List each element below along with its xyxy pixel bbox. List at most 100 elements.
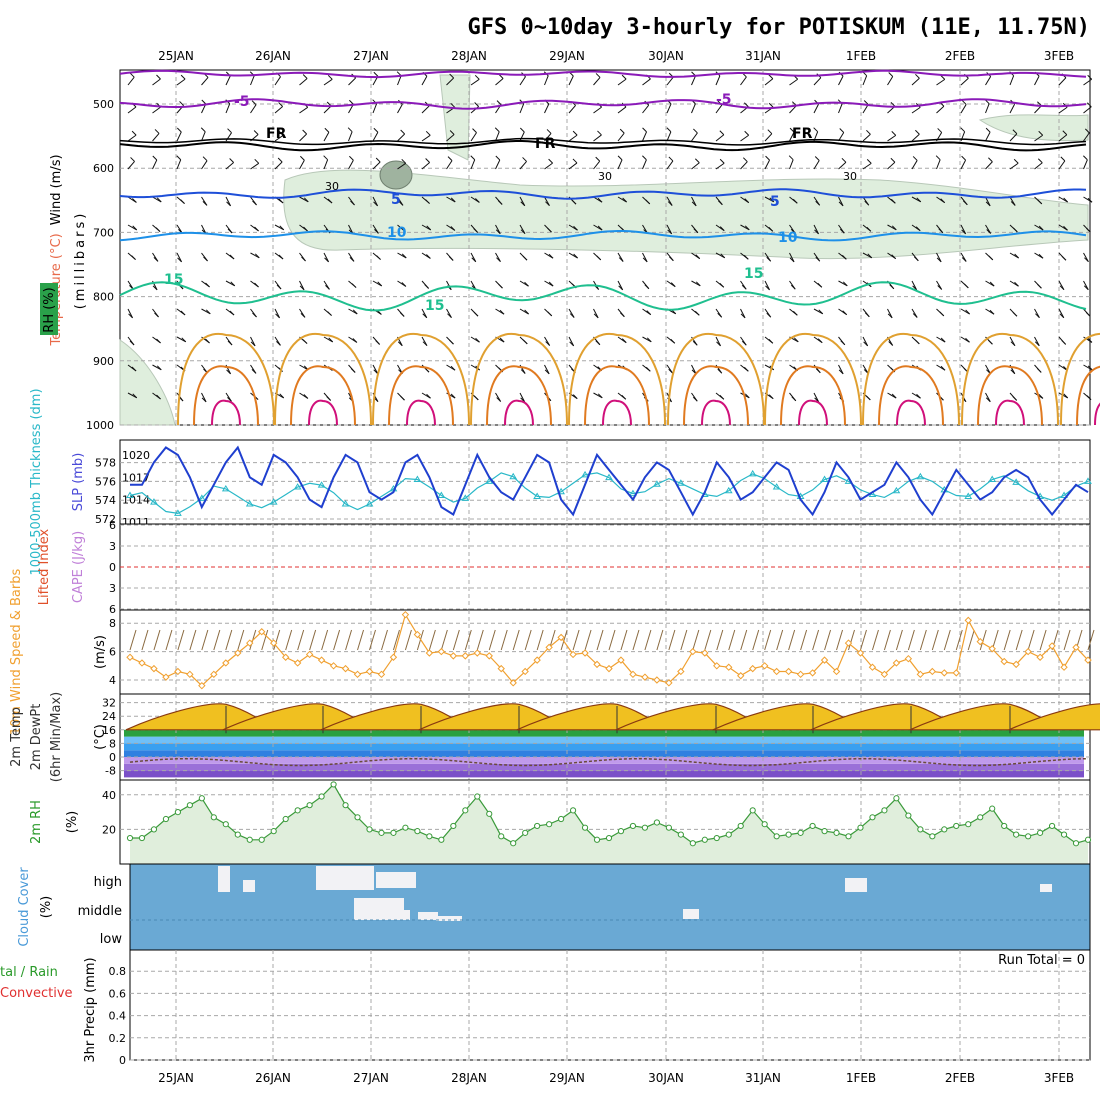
wind-barb [397,162,407,170]
y-tick-label: -8 [105,765,116,778]
wind-barb-flag [303,226,308,232]
wind-barb [813,160,820,170]
wind-barb-flag [888,341,894,346]
wind-barb [666,76,674,86]
wind-barb-flag [838,201,844,207]
wind-barb-flag [1085,312,1091,317]
rh2m-point [689,840,696,847]
wind-barb [225,103,231,114]
wind10m-point [138,659,146,667]
wind10m-point [796,670,805,679]
wind10m-point [653,676,661,684]
wind-barb-flag [154,129,160,134]
wind-barb-flag [1037,158,1043,164]
wind10m-point [1036,653,1044,661]
wind-barb-flag [202,156,208,162]
wind10m-point [162,673,170,681]
rh2m-point [725,831,732,838]
surface-barb [680,629,688,651]
wind10m-point [713,662,721,670]
upper-air-panel: -5 -5 FR FR FR 5 5 10 10 15 15 15 30 30 … [86,69,1100,432]
wind-barb [544,75,549,86]
wind-barb-flag [474,74,480,80]
surface-barb [321,629,329,651]
surface-barb [883,629,891,651]
wind-barb-flag [252,200,257,206]
rh2m-point [605,834,613,842]
wind-barb [568,134,578,142]
surface-barb [824,629,832,651]
rh2m-point [1060,831,1068,838]
wind-barb [887,76,894,86]
rh2m-point [581,824,589,831]
wind-barb-flag [376,255,381,260]
wind10m-point [1000,657,1008,666]
cloud-level-high: high [94,875,122,890]
wind-barb-flag [400,227,406,232]
wind-barb [568,162,578,170]
wind-barb-flag [278,254,284,260]
wind10m-point [1012,660,1020,669]
wind-barb-flag [179,101,184,106]
wind-barb [1009,133,1018,142]
wind-barb [201,77,209,86]
wind-barb [936,159,941,170]
wind-barb-flag [692,396,698,402]
wind-barb-flag [939,311,945,317]
y-tick-label: 40 [102,789,116,802]
wind10m-point [281,653,290,661]
wind-barb [421,76,428,86]
surface-barb [476,629,484,651]
wind-barb-flag [788,155,794,161]
wind-barb-flag [694,158,700,164]
surface-barb [967,629,975,651]
isotherm [119,98,1087,110]
wind-barb [250,162,260,170]
dew2m-label: 2m DewPt [29,704,44,771]
wind-barb [593,134,602,142]
wind-barb-flag [373,127,379,133]
rh2m-point [1084,836,1092,843]
thickness-point [341,499,350,507]
wind10m-point [174,667,182,676]
wind-barb-flag [814,156,820,161]
wind-barb-flag [1013,158,1019,164]
wind-barb [691,364,697,375]
wind-barb-flag [768,226,774,232]
wind-barb-flag [646,310,652,316]
wind-barb-flag [375,157,381,163]
wind-barb [323,252,330,263]
wind10m-point [377,670,386,679]
surface-barb [560,629,568,651]
wind-barb-flag [791,396,797,402]
wind-barb [813,77,822,86]
wind-barb-flag [426,254,431,259]
wind-barb-flag [131,366,137,372]
isotherm-label-5-b: 5 [770,194,780,210]
thickness-point [150,498,158,505]
rh2m-point [402,824,409,831]
isotherm [119,188,1087,200]
surface-barb [788,629,796,651]
wind-barb-flag [450,197,456,203]
wind-barb-flag [449,130,455,135]
wind-barb-flag [642,155,647,161]
rh-label-30-b: 30 [598,170,612,183]
y-tick-label: 0 [109,751,116,764]
y-tick-label: 0 [109,561,116,574]
wind-barb [299,78,308,86]
wind-barb-flag [1014,253,1020,259]
wind-barb-flag [1038,394,1044,399]
wind-barb-flag [176,127,182,133]
isotherm-label-neg5: -5 [234,94,250,110]
wind-barb-flag [743,254,749,260]
wind-barb-flag [913,256,919,262]
wind-barb-flag [327,74,333,80]
wind-barb-flag [866,158,872,164]
cape-contour [683,365,749,426]
wind-barb-flag [349,99,354,105]
date-label-top: 2FEB [945,49,975,63]
surface-barb [404,629,412,651]
wind-barb-flag [669,256,674,262]
wind10m-point [880,670,889,679]
